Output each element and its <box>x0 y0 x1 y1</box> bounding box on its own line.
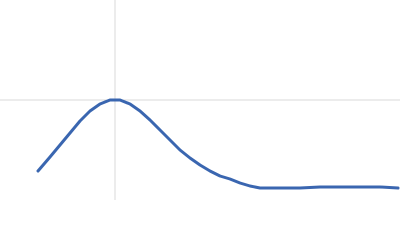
page: {"chart_data": {"type": "line", "x": [38… <box>0 0 400 200</box>
chart <box>0 0 400 200</box>
data-line <box>36 98 400 190</box>
